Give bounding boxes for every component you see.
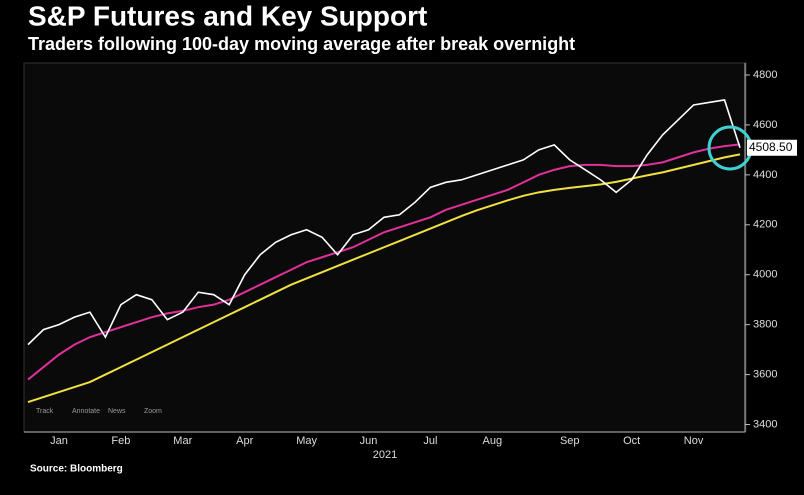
chart-title: S&P Futures and Key Support [28,0,427,31]
x-tick-label: Oct [623,435,640,447]
y-tick-label: 4600 [753,119,777,131]
chart-subtitle: Traders following 100-day moving average… [28,34,575,54]
x-axis-label: 2021 [373,449,397,461]
x-tick-label: Jan [50,435,68,447]
y-tick-label: 3600 [753,368,777,380]
y-tick-label: 4000 [753,269,777,281]
series-line [27,153,741,403]
x-tick-label: Nov [684,435,704,447]
x-tick-label: Jul [423,435,437,447]
x-tick-label: Feb [111,435,130,447]
toolbar: Track Annotate News Zoom [36,408,162,415]
series-line [27,143,741,381]
x-tick-label: Jun [360,435,378,447]
y-tick-label: 4400 [753,169,777,181]
source: Source: Bloomberg [30,464,123,475]
toolbar-button[interactable]: Annotate [72,408,100,415]
x-tick-label: Aug [483,435,503,447]
x-tick-label: Mar [173,435,192,447]
series-line [27,99,741,346]
y-tick-label: 3800 [753,319,777,331]
toolbar-button[interactable]: Zoom [144,408,162,415]
toolbar-button[interactable]: News [108,408,126,415]
y-tick-label: 4200 [753,219,777,231]
plot [27,99,741,403]
last-price-label: 4508.50 [749,140,793,154]
y-tick-label: 3400 [753,418,777,430]
last-price-box [747,139,797,156]
y-tick-label: 4800 [753,69,777,81]
x-tick-label: Apr [236,435,253,447]
x-tick-label: Sep [560,435,580,447]
toolbar-button[interactable]: Track [36,408,54,415]
x-tick-label: May [296,435,317,447]
